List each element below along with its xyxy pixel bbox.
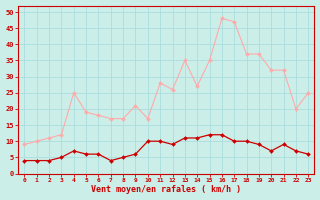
X-axis label: Vent moyen/en rafales ( km/h ): Vent moyen/en rafales ( km/h )	[91, 185, 241, 194]
